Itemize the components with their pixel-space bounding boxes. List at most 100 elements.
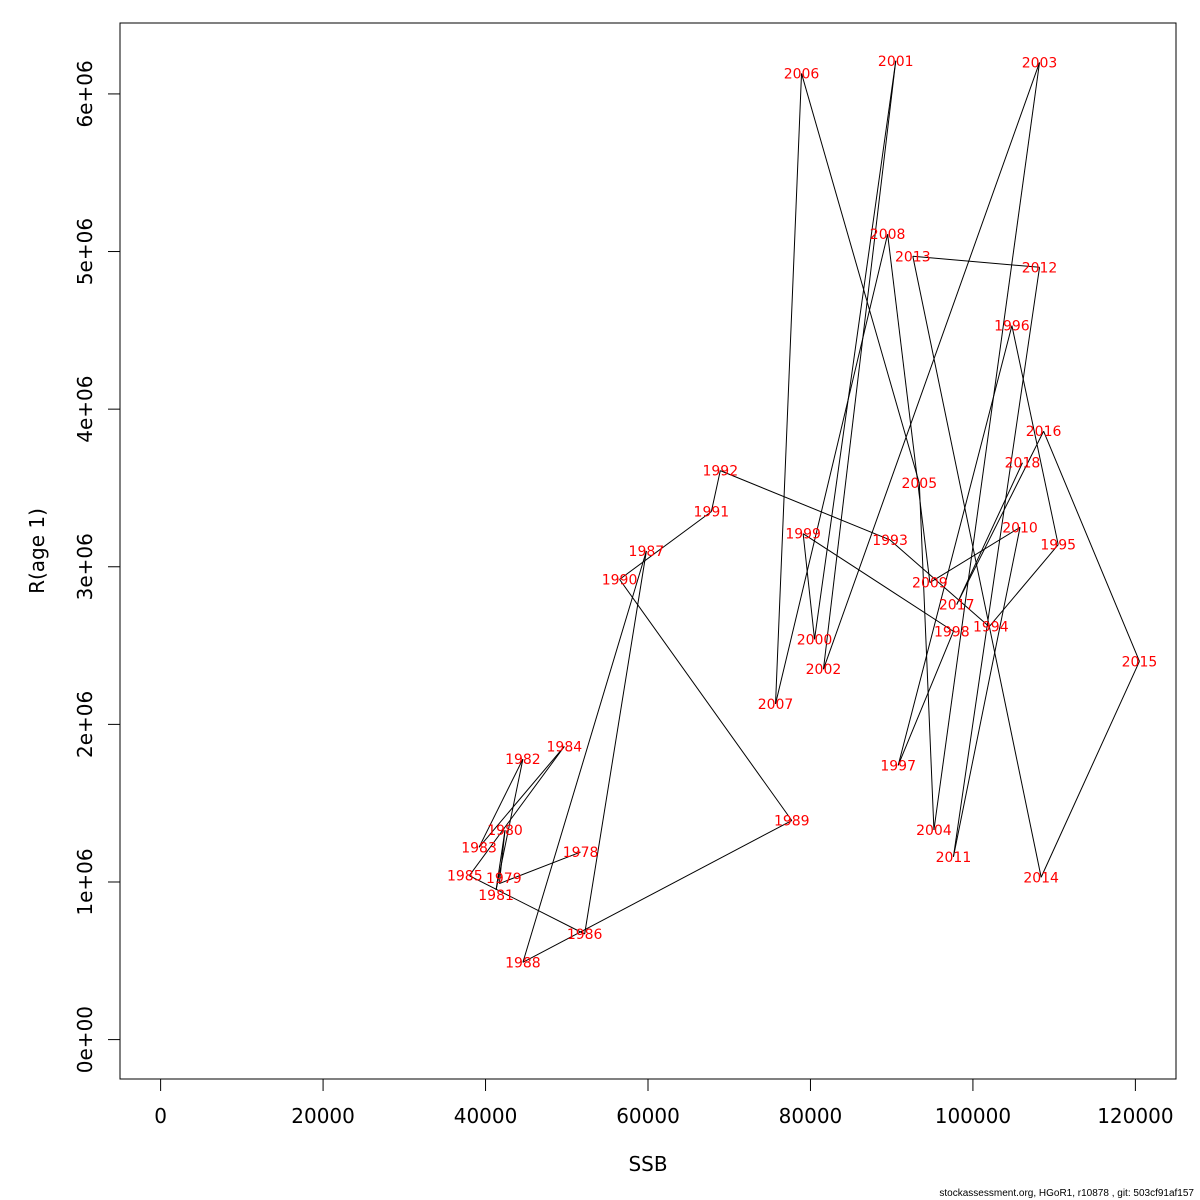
point-label-2016: 2016	[1026, 424, 1062, 440]
point-label-2003: 2003	[1022, 55, 1058, 71]
footer-credit: stockassessment.org, HGoR1, r10878 , git…	[939, 1188, 1194, 1199]
segment-2005-2006	[801, 73, 920, 484]
segment-1994-1995	[988, 544, 1059, 627]
segment-2000-2001	[814, 60, 897, 640]
x-tick-label: 40000	[454, 1104, 518, 1128]
point-label-1978: 1978	[563, 845, 599, 861]
segment-2011-2012	[952, 267, 1041, 857]
x-tick-label: 80000	[779, 1104, 843, 1128]
segment-2012-2013	[912, 255, 1040, 268]
point-label-1986: 1986	[567, 927, 603, 943]
point-label-2004: 2004	[916, 823, 952, 839]
point-label-2006: 2006	[784, 66, 820, 82]
segment-1993-1994	[889, 539, 990, 628]
segment-2014-2015	[1040, 661, 1140, 878]
segment-2015-2016	[1043, 431, 1140, 662]
point-label-1999: 1999	[785, 527, 821, 543]
y-tick-label: 4e+06	[73, 376, 97, 443]
point-label-2005: 2005	[901, 476, 937, 492]
point-label-2002: 2002	[806, 662, 842, 678]
y-axis-title: R(age 1)	[25, 508, 49, 594]
x-tick-label: 60000	[616, 1104, 680, 1128]
segment-1984-1985	[468, 746, 565, 876]
segment-1995-1996	[1011, 325, 1059, 545]
y-tick-label: 3e+06	[73, 533, 97, 600]
point-label-1992: 1992	[702, 464, 738, 480]
point-label-2000: 2000	[797, 632, 833, 648]
x-axis: 0 20000 40000 60000 80000 100000 120000	[154, 1078, 1174, 1128]
segment-2002-2003	[822, 62, 1041, 670]
segment-1992-1993	[720, 470, 891, 541]
x-axis-title: SSB	[628, 1152, 667, 1176]
segment-2008-2009	[887, 234, 931, 583]
point-label-1985: 1985	[447, 869, 483, 885]
point-label-1988: 1988	[505, 955, 541, 971]
segment-1980-1981	[495, 829, 506, 890]
series-line	[468, 60, 1140, 963]
segment-2017-2018	[956, 462, 1023, 605]
y-axis: 0e+00 1e+06 2e+06 3e+06 4e+06 5e+06 6e+06	[73, 60, 121, 1073]
point-label-2012: 2012	[1022, 260, 1058, 276]
point-label-2009: 2009	[912, 576, 948, 592]
segment-1988-1989	[522, 820, 793, 963]
point-label-1990: 1990	[602, 572, 638, 588]
segment-2004-2005	[918, 483, 935, 830]
x-tick-label: 100000	[935, 1104, 1011, 1128]
point-label-2001: 2001	[878, 54, 914, 70]
y-tick-label: 5e+06	[73, 218, 97, 285]
point-label-2014: 2014	[1023, 870, 1059, 886]
segment-1999-2000	[802, 533, 816, 640]
segment-1996-1997	[897, 325, 1013, 766]
segment-1983-1984	[478, 746, 565, 848]
y-tick-label: 0e+00	[73, 1006, 97, 1073]
point-label-1980: 1980	[487, 823, 523, 839]
segment-2010-2011	[952, 527, 1021, 857]
point-label-1994: 1994	[973, 620, 1009, 636]
segment-1991-1992	[710, 470, 721, 512]
y-tick-label: 1e+06	[73, 848, 97, 915]
segment-2016-2017	[956, 430, 1045, 605]
segment-1986-1987	[584, 550, 647, 935]
segment-1982-1983	[478, 758, 524, 848]
point-label-2018: 2018	[1005, 456, 1041, 472]
segment-2013-2014	[912, 256, 1042, 878]
point-label-2007: 2007	[758, 697, 794, 713]
point-label-1987: 1987	[629, 544, 665, 560]
x-tick-label: 120000	[1097, 1104, 1173, 1128]
segment-1997-1998	[897, 631, 954, 766]
x-tick-label: 0	[154, 1104, 167, 1128]
segment-1978-1979	[499, 851, 581, 885]
point-label-1979: 1979	[486, 871, 522, 887]
point-label-2010: 2010	[1002, 520, 1038, 536]
segment-1987-1988	[522, 550, 647, 963]
segment-2006-2007	[775, 73, 803, 704]
point-label-1997: 1997	[880, 758, 916, 774]
point-label-2013: 2013	[895, 249, 931, 265]
segment-1989-1990	[619, 579, 793, 821]
point-label-1982: 1982	[505, 752, 541, 768]
segment-1990-1991	[619, 511, 712, 580]
point-labels: 1978 1979 1980 1981 1982 1983 1984 1985 1986 1987…	[447, 54, 1157, 972]
x-tick-label: 20000	[291, 1104, 355, 1128]
point-label-2017: 2017	[939, 598, 975, 614]
point-label-1984: 1984	[547, 739, 583, 755]
point-label-2011: 2011	[936, 850, 972, 866]
segment-1998-1999	[802, 533, 954, 632]
y-tick-label: 2e+06	[73, 691, 97, 758]
segment-1985-1986	[469, 875, 585, 935]
segment-2003-2004	[933, 62, 1041, 831]
point-label-1993: 1993	[872, 533, 908, 549]
point-label-1981: 1981	[478, 888, 514, 904]
point-label-2015: 2015	[1122, 654, 1158, 670]
point-label-1996: 1996	[994, 319, 1030, 335]
point-label-1998: 1998	[934, 624, 970, 640]
segment-2001-2002	[822, 60, 897, 670]
y-tick-label: 6e+06	[73, 60, 97, 127]
point-label-1989: 1989	[774, 814, 810, 830]
point-label-1995: 1995	[1040, 538, 1076, 554]
point-label-1983: 1983	[461, 840, 497, 856]
point-label-1991: 1991	[694, 505, 730, 521]
segment-2007-2008	[775, 234, 889, 704]
segment-1981-1982	[495, 758, 524, 890]
